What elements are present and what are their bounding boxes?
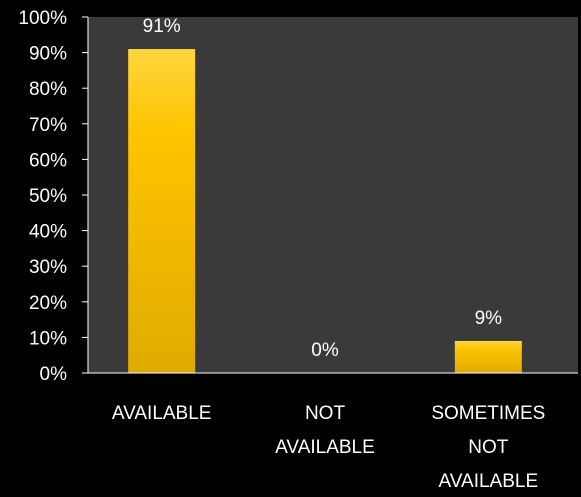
x-tick-label: NOT [468, 437, 509, 458]
data-label: 0% [311, 340, 339, 361]
bar [128, 49, 196, 373]
y-tick-label: 0% [40, 364, 68, 385]
data-labels: 91% 0% 9% [143, 16, 503, 361]
x-tick-label: SOMETIMES [431, 403, 545, 424]
y-tick-label: 90% [29, 44, 67, 65]
x-tick-label: AVAILABLE [439, 471, 539, 492]
y-tick-label: 40% [29, 222, 67, 243]
bar [454, 340, 522, 373]
y-tick-label: 50% [29, 186, 67, 207]
x-tick-label: NOT [305, 403, 346, 424]
data-label: 9% [475, 308, 503, 329]
y-tick-label: 80% [29, 79, 67, 100]
y-tick-label: 20% [29, 293, 67, 314]
y-tick-label: 60% [29, 150, 67, 171]
x-tick-label: AVAILABLE [275, 437, 375, 458]
x-tick-label: AVAILABLE [112, 403, 212, 424]
y-tick-label: 70% [29, 115, 67, 136]
y-tick-label: 10% [29, 328, 67, 349]
y-tick-label: 30% [29, 257, 67, 278]
data-label: 91% [143, 16, 181, 37]
y-axis: 0% 10% 20% 30% 40% 50% 60% 70% 80% 90% 100% [18, 8, 89, 385]
y-tick-label: 100% [18, 8, 67, 29]
bars [128, 49, 522, 373]
x-axis: AVAILABLE NOT AVAILABLE SOMETIMES NOT AVAILAB… [88, 372, 578, 492]
